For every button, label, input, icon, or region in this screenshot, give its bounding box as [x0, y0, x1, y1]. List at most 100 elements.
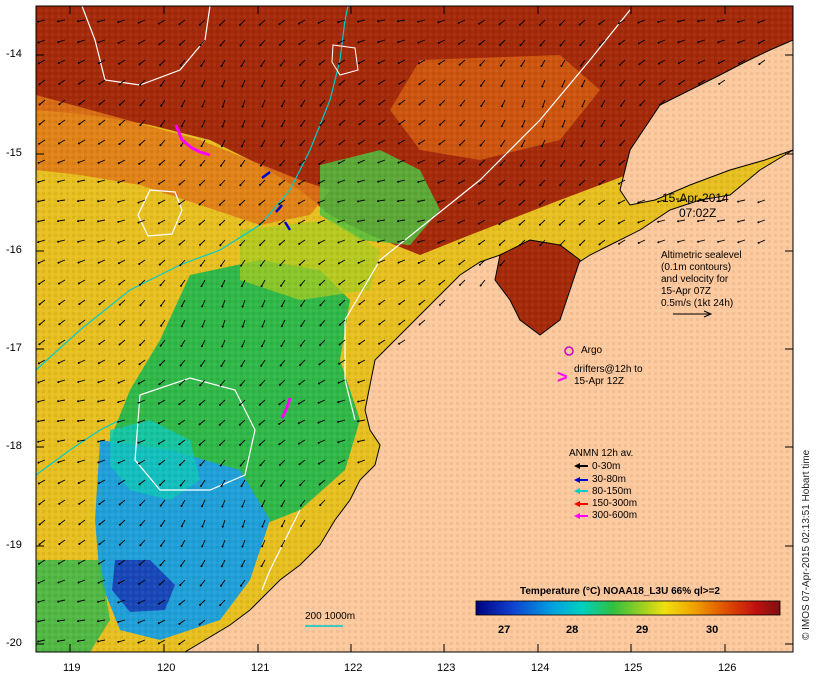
velocity-arrow-head — [117, 640, 120, 643]
velocity-arrow-head — [201, 85, 203, 88]
velocity-arrow — [98, 239, 106, 243]
velocity-arrow-head — [619, 63, 621, 66]
velocity-arrow — [220, 259, 226, 267]
velocity-arrow-head — [637, 221, 640, 224]
velocity-arrow-head — [118, 523, 121, 526]
velocity-arrow — [698, 239, 706, 243]
velocity-arrow — [598, 219, 606, 225]
velocity-arrow — [478, 219, 486, 224]
velocity-arrow-head — [500, 85, 503, 88]
velocity-arrow — [261, 519, 266, 527]
velocity-arrow-head — [357, 20, 360, 23]
velocity-arrow-head — [480, 124, 483, 127]
velocity-arrow-head — [418, 123, 421, 126]
velocity-arrow — [298, 239, 306, 245]
velocity-arrow — [438, 219, 446, 223]
velocity-arrow-head — [159, 284, 162, 287]
velocity-arrow — [438, 39, 446, 44]
velocity-arrow-head — [560, 164, 562, 167]
velocity-arrow — [160, 319, 166, 327]
velocity-arrow — [239, 419, 246, 426]
velocity-arrow-head — [98, 343, 101, 345]
velocity-arrow-head — [57, 20, 60, 23]
velocity-arrow — [138, 19, 146, 24]
velocity-arrow — [139, 479, 146, 485]
velocity-arrow — [379, 119, 386, 125]
velocity-arrow — [240, 459, 246, 466]
velocity-arrow — [78, 639, 86, 642]
velocity-arrow-head — [457, 201, 460, 204]
velocity-arrow — [140, 99, 146, 106]
velocity-arrow-head — [437, 42, 440, 44]
velocity-arrow-head — [279, 64, 282, 67]
velocity-arrow — [98, 19, 106, 23]
velocity-arrow — [58, 339, 66, 345]
velocity-arrow — [239, 239, 246, 246]
velocity-arrow — [58, 279, 66, 284]
velocity-arrow-head — [318, 462, 320, 465]
velocity-arrow — [559, 179, 566, 186]
velocity-arrow-head — [337, 41, 340, 44]
velocity-arrow — [298, 219, 306, 224]
velocity-arrow-head — [358, 103, 361, 106]
velocity-arrow — [500, 139, 506, 147]
velocity-arrow — [499, 219, 506, 225]
velocity-arrow — [119, 79, 126, 85]
velocity-arrow — [199, 239, 206, 246]
velocity-arrow — [318, 419, 326, 424]
velocity-arrow — [638, 239, 646, 244]
velocity-arrow-head — [437, 241, 440, 244]
velocity-arrow-head — [179, 584, 182, 587]
velocity-arrow-head — [37, 601, 40, 603]
velocity-arrow — [738, 219, 746, 223]
lat-tick: -18 — [6, 440, 22, 452]
velocity-arrow — [38, 579, 46, 584]
velocity-arrow-head — [657, 220, 660, 223]
velocity-arrow-head — [578, 223, 581, 226]
velocity-arrow-head — [318, 42, 320, 45]
velocity-arrow — [359, 119, 366, 125]
velocity-arrow-head — [357, 261, 360, 264]
velocity-arrow — [439, 99, 446, 106]
velocity-arrow-head — [78, 82, 81, 85]
velocity-arrow-head — [418, 303, 421, 306]
velocity-arrow-head — [219, 44, 222, 47]
velocity-arrow-head — [278, 23, 281, 26]
velocity-arrow — [318, 239, 326, 244]
velocity-arrow-head — [299, 144, 302, 147]
velocity-arrow — [38, 59, 46, 64]
velocity-arrow — [458, 219, 466, 224]
velocity-arrow-head — [159, 504, 162, 507]
velocity-arrow — [499, 239, 506, 246]
velocity-arrow-head — [478, 243, 481, 246]
velocity-arrow-head — [117, 441, 120, 444]
velocity-arrow-head — [239, 443, 241, 446]
texture-overlay — [36, 6, 793, 652]
velocity-arrow — [222, 299, 226, 307]
velocity-arrow-head — [199, 584, 202, 587]
velocity-arrow-head — [579, 44, 582, 47]
velocity-arrow — [279, 399, 286, 405]
velocity-arrow — [698, 79, 706, 85]
velocity-arrow-head — [178, 243, 181, 246]
velocity-arrow — [179, 459, 186, 466]
velocity-arrow-head — [757, 42, 760, 45]
velocity-arrow-head — [437, 181, 440, 184]
velocity-arrow — [260, 359, 266, 367]
velocity-arrow-head — [619, 124, 622, 127]
velocity-arrow — [181, 339, 186, 347]
velocity-arrow — [318, 19, 326, 24]
velocity-arrow-head — [221, 305, 224, 308]
velocity-arrow — [159, 59, 166, 66]
velocity-arrow-head — [458, 163, 461, 166]
velocity-arrow — [658, 219, 666, 223]
velocity-arrow-head — [118, 482, 121, 485]
velocity-arrow — [478, 199, 486, 204]
velocity-arrow — [219, 419, 226, 426]
velocity-arrow-head — [118, 123, 121, 126]
velocity-arrow-head — [417, 200, 420, 203]
velocity-arrow-head — [280, 525, 283, 528]
velocity-arrow — [199, 179, 206, 186]
velocity-arrow — [78, 339, 86, 345]
velocity-arrow-head — [317, 401, 320, 404]
